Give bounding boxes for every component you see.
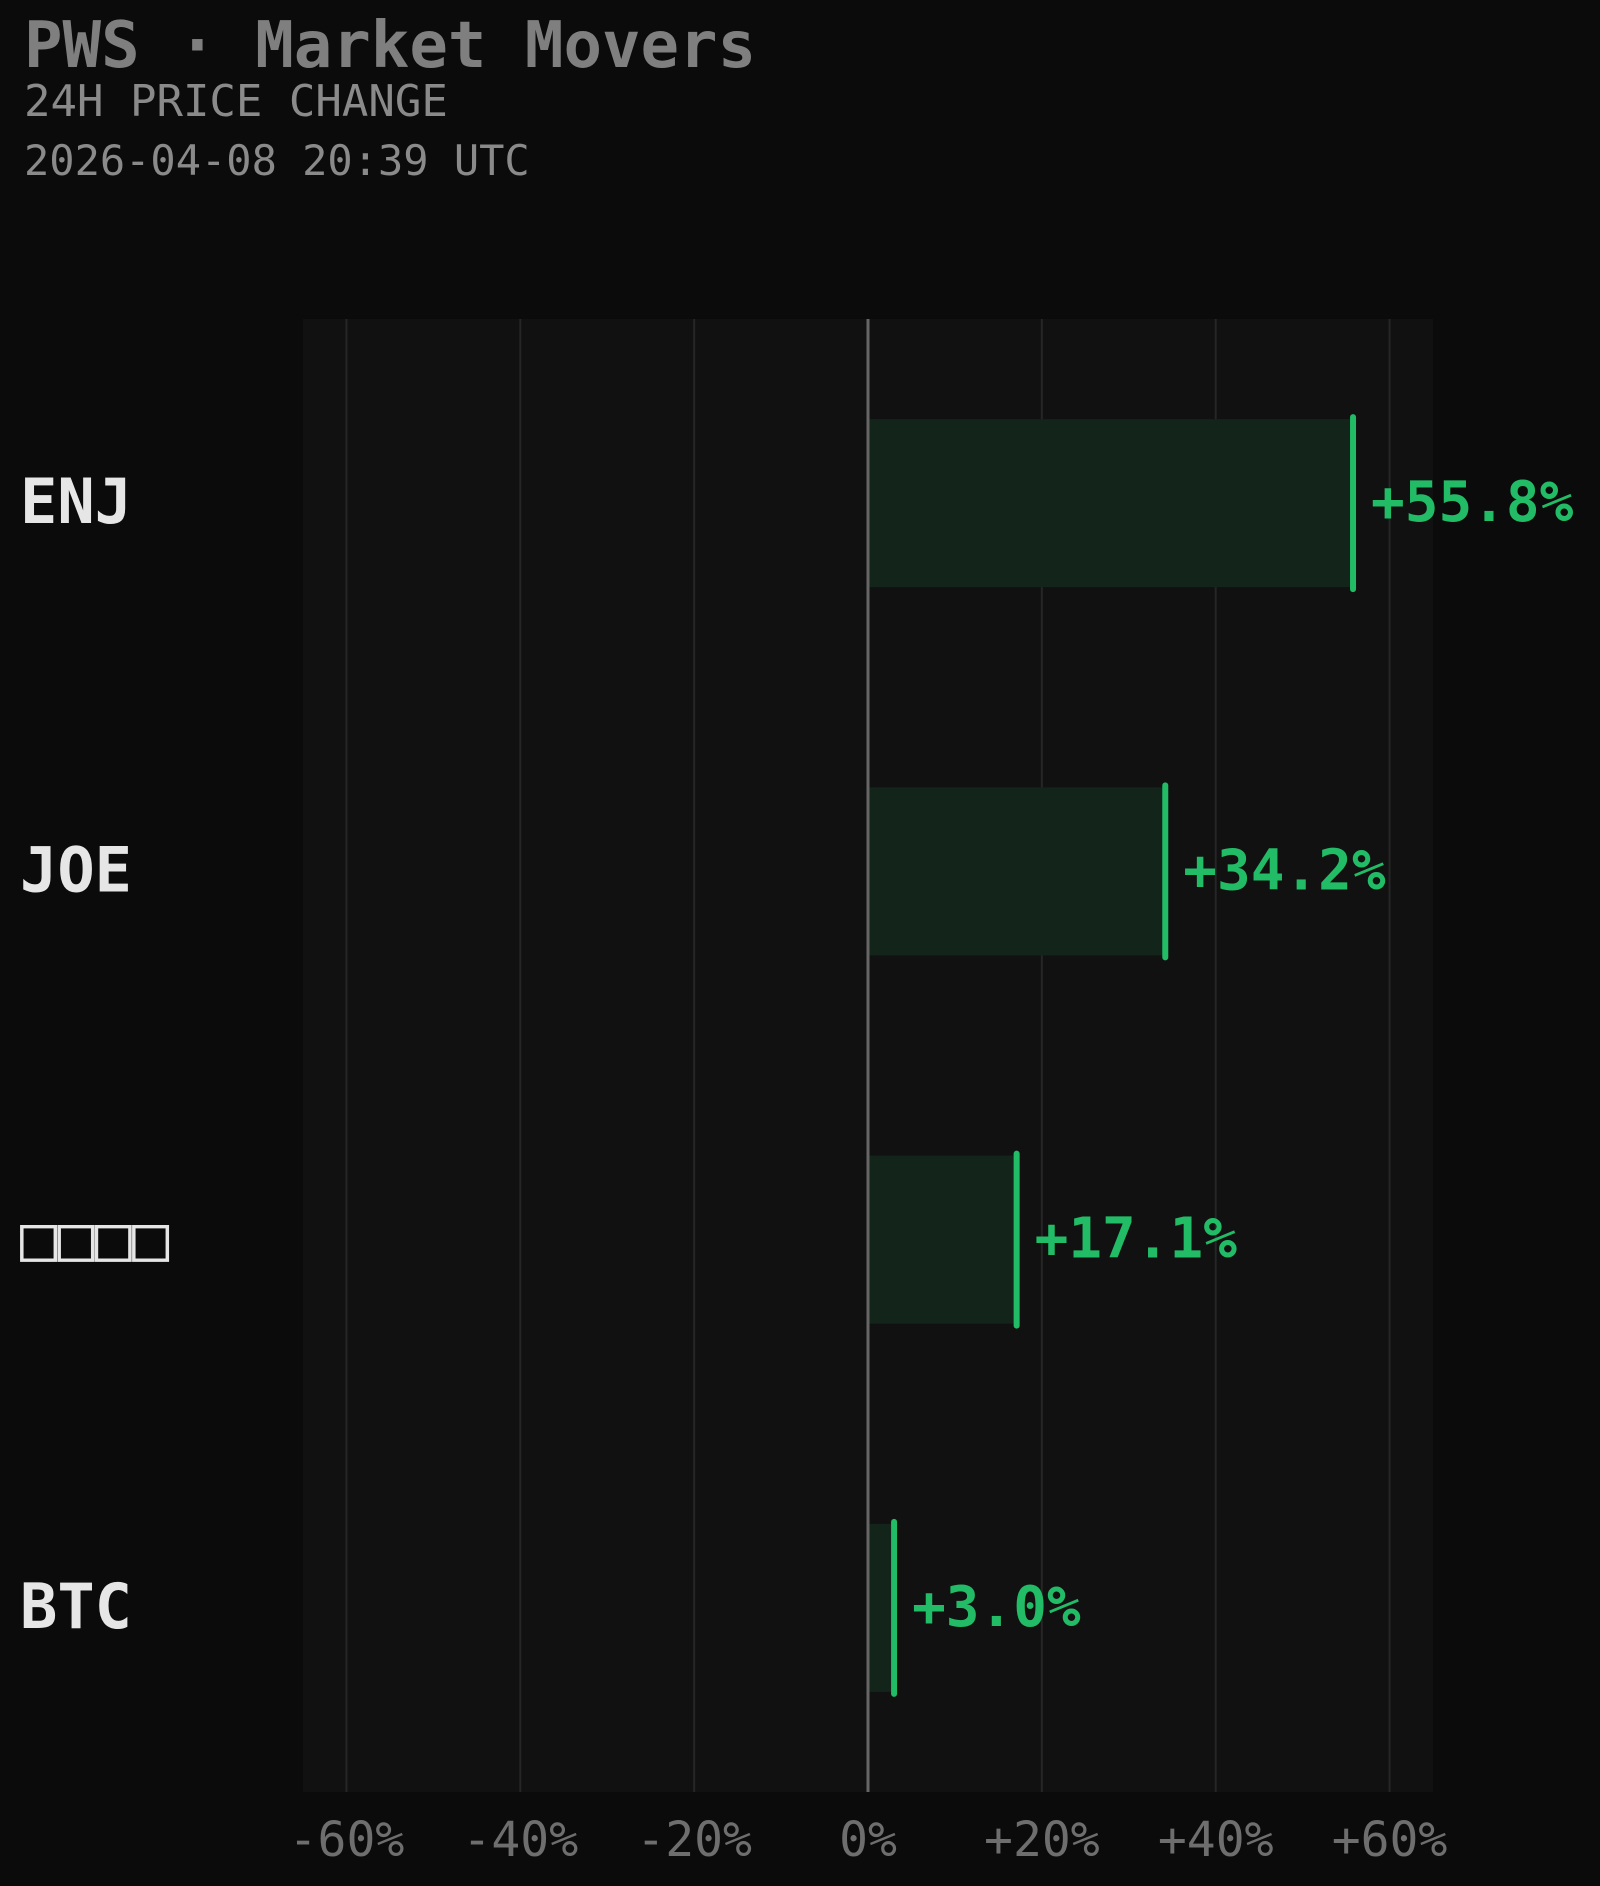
data-label: +3.0%	[912, 1575, 1081, 1640]
x-tick-labels: -60% -40% -20% 0% +20% +40% +60%	[289, 1812, 1448, 1868]
chart-title: PWS · Market Movers	[24, 9, 757, 83]
data-label: +34.2%	[1183, 838, 1386, 903]
category-label: JOE	[20, 833, 132, 906]
x-tick-label: +20%	[984, 1812, 1100, 1868]
bar	[868, 787, 1166, 956]
data-label: +55.8%	[1371, 470, 1574, 535]
bar	[868, 419, 1354, 588]
x-tick-label: -40%	[463, 1812, 579, 1868]
bar	[868, 1523, 895, 1692]
data-label: +17.1%	[1035, 1207, 1238, 1272]
timestamp: 2026-04-08 20:39 UTC	[24, 136, 530, 185]
x-tick-label: +40%	[1158, 1812, 1274, 1868]
category-label: ENJ	[20, 465, 132, 538]
category-labels: ENJ JOE □□□□ BTC	[20, 465, 170, 1643]
category-label: □□□□	[20, 1202, 170, 1275]
bars: +55.8% +34.2% +17.1% +3.0%	[868, 414, 1574, 1697]
x-tick-label: -60%	[289, 1812, 405, 1868]
x-tick-label: +60%	[1332, 1812, 1448, 1868]
x-tick-label: -20%	[636, 1812, 752, 1868]
bar	[868, 1155, 1017, 1324]
x-tick-label: 0%	[839, 1812, 897, 1868]
category-label: BTC	[20, 1570, 132, 1643]
chart-subtitle: 24H PRICE CHANGE	[24, 76, 448, 127]
